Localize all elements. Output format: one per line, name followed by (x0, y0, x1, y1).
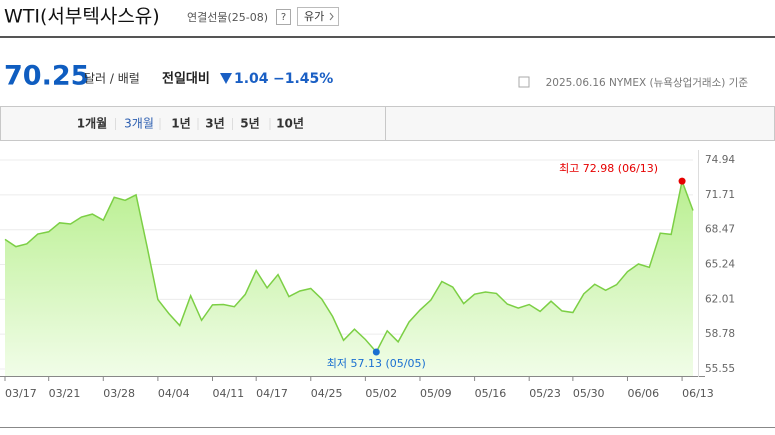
x-tick-label: 05/30 (573, 387, 605, 400)
y-tick-label: 58.78 (705, 328, 735, 340)
low-point (372, 348, 380, 356)
x-tick-label: 04/25 (311, 387, 343, 400)
header-rule (0, 36, 775, 38)
unit: 달러 / 배럴 (84, 72, 140, 86)
change: 1.04 (234, 71, 269, 87)
help-box[interactable] (276, 9, 291, 25)
change-label: 전일대비 (162, 71, 210, 87)
tab-bar (0, 106, 775, 141)
note-icon (518, 76, 530, 88)
down-arrow (220, 73, 232, 84)
x-tick-label: 06/13 (682, 387, 714, 400)
x-tick-label: 05/09 (420, 387, 452, 400)
y-tick-label: 68.47 (705, 224, 735, 236)
x-tick-label: 05/23 (529, 387, 561, 400)
line (4, 178, 694, 354)
chart: 55.55 58.78 62.01 65.24 68.47 71.71 74.94 최고 72… (0, 150, 735, 400)
tabs: 1개월 3개월 1년 3년 5년 10년 (77, 116, 304, 131)
title: WTI(서부텍사스유) (4, 6, 160, 28)
x-tick-label: 06/06 (627, 387, 659, 400)
x-tick-label: 04/04 (158, 387, 190, 400)
low-label: 최저 57.13 (05/05) (327, 357, 426, 370)
oil-button-label[interactable]: 유가 (304, 10, 324, 23)
y-tick-label: 62.01 (705, 293, 735, 305)
change-percent: −1.45% (273, 71, 333, 87)
y-tick-label: 55.55 (705, 363, 735, 375)
tab[interactable]: 3년 (205, 117, 224, 131)
high-point (678, 177, 686, 185)
y-tick-label: 65.24 (705, 259, 735, 271)
chevron (329, 12, 334, 21)
tab[interactable]: 1개월 (77, 116, 107, 131)
oil-button[interactable] (297, 7, 339, 26)
y-tick-label: 74.94 (705, 154, 735, 166)
x-tick-label: 05/02 (365, 387, 397, 400)
high-label: 최고 72.98 (06/13) (559, 162, 658, 175)
tab[interactable]: 1년 (171, 117, 190, 131)
price: 70.25 (4, 61, 89, 92)
x-tick-label: 04/11 (212, 387, 244, 400)
x-tick-label: 03/21 (49, 387, 81, 400)
x-tick-label: 05/16 (475, 387, 507, 400)
help[interactable]: ? (281, 12, 286, 23)
x-tick-label: 04/17 (256, 387, 288, 400)
area-fill (5, 181, 693, 376)
x-tick-label: 03/28 (103, 387, 135, 400)
note: 2025.06.16 NYMEX (뉴욕상업거래소) 기준 (546, 76, 749, 89)
tab[interactable]: 10년 (276, 117, 304, 131)
tab[interactable]: 3개월 (124, 117, 154, 131)
subtitle: 연결선물(25-08) (187, 11, 268, 24)
x-tick-label: 03/17 (5, 387, 37, 400)
tab[interactable]: 5년 (240, 117, 259, 131)
y-tick-label: 71.71 (705, 189, 735, 201)
